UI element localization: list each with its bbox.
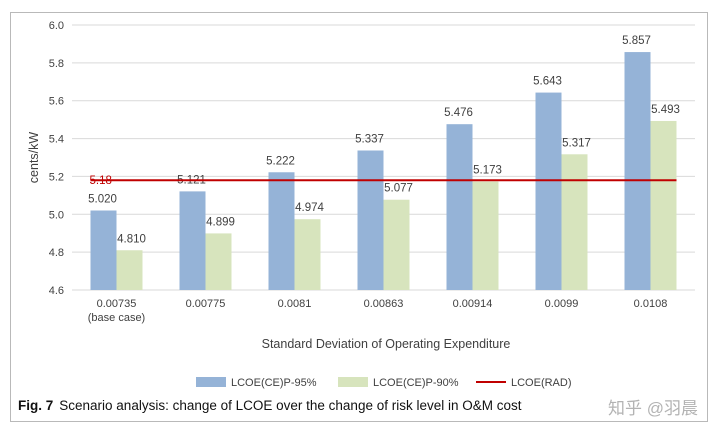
legend-label-rad: LCOE(RAD) <box>511 377 572 389</box>
legend-swatch-p90 <box>338 377 368 387</box>
y-tick-label: 5.2 <box>49 171 64 183</box>
caption-label: Fig. 7 <box>18 398 54 413</box>
data-label-p95: 5.337 <box>355 133 384 145</box>
y-axis-title: cents/kW <box>27 132 41 184</box>
x-tick-label: 0.00914 <box>453 298 493 310</box>
bar-lcoe-ce-p90 <box>383 199 410 290</box>
legend-swatch-p95 <box>196 377 226 387</box>
x-tick-label: 0.0108 <box>634 298 668 310</box>
bar-lcoe-ce-p90 <box>294 219 321 290</box>
data-label-p90: 4.974 <box>295 202 324 214</box>
y-tick-label: 5.8 <box>49 58 64 70</box>
data-label-p95: 5.222 <box>266 155 295 167</box>
y-tick-label: 4.8 <box>49 247 64 259</box>
bar-lcoe-ce-p90 <box>116 250 143 290</box>
caption-text: Scenario analysis: change of LCOE over t… <box>59 398 522 413</box>
figure-caption: Fig. 7 Scenario analysis: change of LCOE … <box>18 398 522 413</box>
bar-lcoe-ce-p95 <box>535 92 562 290</box>
legend-label-p90: LCOE(CE)P-90% <box>373 377 459 389</box>
bar-lcoe-ce-p90 <box>650 120 677 290</box>
x-tick-label: (base case) <box>88 312 145 324</box>
bar-lcoe-ce-p95 <box>179 191 206 290</box>
y-tick-label: 6.0 <box>49 20 64 32</box>
data-label-p90: 5.317 <box>562 137 591 149</box>
x-tick-label: 0.00775 <box>186 298 226 310</box>
bar-lcoe-ce-p90 <box>472 181 499 290</box>
data-label-p95: 5.020 <box>88 194 117 206</box>
x-tick-label: 0.0099 <box>545 298 579 310</box>
bar-lcoe-ce-p90 <box>561 154 588 290</box>
legend-label-p95: LCOE(CE)P-95% <box>231 377 317 389</box>
bar-lcoe-ce-p95 <box>90 210 117 290</box>
data-label-p90: 5.173 <box>473 165 502 177</box>
y-tick-label: 5.4 <box>49 134 64 146</box>
x-tick-label: 0.0081 <box>278 298 312 310</box>
reference-line-label: 5.18 <box>90 175 112 187</box>
watermark: 知乎 @羽晨 <box>608 399 698 418</box>
x-tick-label: 0.00863 <box>364 298 404 310</box>
data-label-p90: 5.493 <box>651 104 680 116</box>
data-label-p90: 4.899 <box>206 216 235 228</box>
bar-lcoe-ce-p95 <box>357 150 384 290</box>
bar-lcoe-ce-p95 <box>624 52 651 290</box>
data-label-p90: 5.077 <box>384 183 413 195</box>
data-label-p90: 4.810 <box>117 233 146 245</box>
bar-lcoe-ce-p95 <box>446 124 473 290</box>
bar-lcoe-ce-p90 <box>205 233 232 290</box>
y-tick-label: 5.0 <box>49 209 64 221</box>
y-tick-label: 5.6 <box>49 96 64 108</box>
data-label-p95: 5.857 <box>622 35 651 47</box>
x-axis-title: Standard Deviation of Operating Expendit… <box>262 337 511 351</box>
data-label-p95: 5.476 <box>444 107 473 119</box>
data-label-p95: 5.643 <box>533 76 562 88</box>
bar-lcoe-ce-p95 <box>268 172 295 290</box>
y-tick-label: 4.6 <box>49 285 64 297</box>
x-tick-label: 0.00735 <box>97 298 137 310</box>
